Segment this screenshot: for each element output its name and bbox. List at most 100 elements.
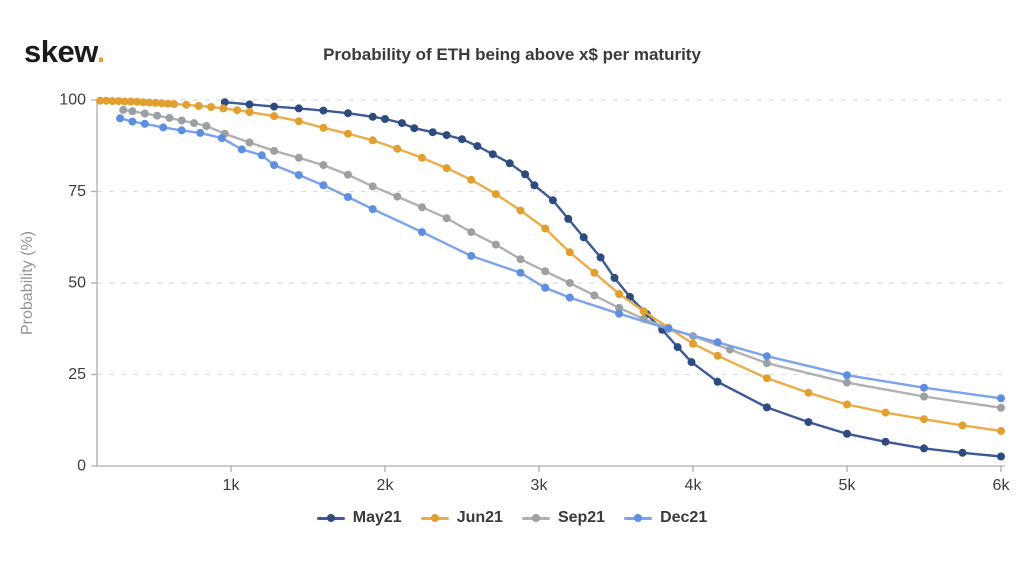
data-point-may21 bbox=[997, 452, 1005, 461]
data-point-jun21 bbox=[804, 388, 813, 397]
data-point-sep21 bbox=[615, 303, 624, 312]
data-point-sep21 bbox=[128, 107, 137, 116]
data-point-dec21 bbox=[159, 123, 168, 132]
y-tick-label: 100 bbox=[59, 92, 86, 109]
data-point-jun21 bbox=[114, 97, 123, 106]
data-point-dec21 bbox=[217, 134, 226, 143]
logo-text: skew bbox=[24, 34, 97, 69]
x-tick-label: 6k bbox=[993, 477, 1011, 494]
series-jun21 bbox=[96, 96, 1005, 435]
data-point-jun21 bbox=[762, 374, 771, 383]
data-point-sep21 bbox=[190, 119, 198, 128]
legend-label: Jun21 bbox=[456, 509, 503, 526]
series-lines bbox=[96, 96, 1005, 461]
data-point-dec21 bbox=[762, 352, 771, 361]
data-point-may21 bbox=[579, 233, 588, 242]
data-point-dec21 bbox=[997, 394, 1005, 403]
data-point-jun21 bbox=[139, 98, 148, 107]
data-point-dec21 bbox=[294, 171, 303, 179]
legend-marker-icon bbox=[521, 512, 550, 524]
data-point-may21 bbox=[920, 444, 928, 453]
data-point-may21 bbox=[596, 253, 605, 262]
data-point-dec21 bbox=[319, 181, 328, 190]
data-point-jun21 bbox=[157, 99, 166, 108]
data-point-dec21 bbox=[467, 251, 476, 260]
data-point-sep21 bbox=[442, 214, 451, 223]
data-point-may21 bbox=[294, 104, 303, 113]
legend-marker-icon bbox=[420, 512, 449, 524]
data-point-sep21 bbox=[541, 267, 550, 276]
data-point-may21 bbox=[804, 418, 813, 427]
data-point-dec21 bbox=[116, 114, 125, 123]
series-line-sep21 bbox=[122, 108, 1003, 409]
legend-label: Dec21 bbox=[660, 509, 708, 526]
data-point-sep21 bbox=[467, 228, 476, 237]
y-tick-label: 25 bbox=[68, 366, 86, 383]
series-line-dec21 bbox=[118, 117, 1003, 400]
data-point-jun21 bbox=[170, 100, 178, 108]
data-point-may21 bbox=[473, 142, 482, 151]
data-point-may21 bbox=[397, 119, 406, 128]
data-point-jun21 bbox=[344, 129, 352, 138]
data-point-dec21 bbox=[270, 161, 279, 170]
data-point-jun21 bbox=[126, 97, 135, 106]
logo-dot: . bbox=[96, 34, 106, 69]
data-point-jun21 bbox=[120, 97, 129, 106]
data-point-dec21 bbox=[140, 119, 149, 128]
data-point-dec21 bbox=[196, 128, 205, 137]
data-point-dec21 bbox=[418, 228, 426, 237]
data-point-sep21 bbox=[153, 111, 162, 120]
data-point-jun21 bbox=[294, 117, 303, 126]
data-point-jun21 bbox=[270, 112, 279, 121]
legend-item-sep21[interactable]: Sep21 bbox=[521, 509, 606, 527]
data-point-dec21 bbox=[843, 371, 851, 380]
data-point-sep21 bbox=[516, 255, 525, 264]
series-line-may21 bbox=[223, 101, 1003, 458]
data-point-sep21 bbox=[319, 161, 328, 170]
data-point-jun21 bbox=[881, 408, 890, 417]
data-point-jun21 bbox=[639, 307, 648, 316]
data-point-jun21 bbox=[319, 123, 328, 132]
x-tick-label: 3k bbox=[531, 477, 549, 494]
data-point-sep21 bbox=[270, 146, 279, 155]
data-point-sep21 bbox=[920, 392, 928, 401]
data-point-may21 bbox=[458, 135, 466, 144]
data-point-may21 bbox=[410, 124, 419, 133]
data-point-dec21 bbox=[541, 283, 550, 292]
legend-label: Sep21 bbox=[557, 509, 606, 526]
data-point-may21 bbox=[270, 102, 279, 111]
data-point-sep21 bbox=[245, 138, 254, 147]
data-point-jun21 bbox=[442, 164, 451, 173]
chart-legend: May21 Jun21 Sep21 Dec21 bbox=[0, 509, 1024, 527]
data-point-jun21 bbox=[516, 206, 525, 215]
data-point-jun21 bbox=[393, 144, 402, 153]
data-point-jun21 bbox=[133, 97, 142, 106]
data-point-jun21 bbox=[689, 339, 697, 348]
legend-label: May21 bbox=[352, 509, 402, 526]
data-point-sep21 bbox=[997, 403, 1005, 412]
series-line-jun21 bbox=[98, 99, 1003, 433]
data-point-dec21 bbox=[344, 193, 352, 201]
data-point-sep21 bbox=[565, 279, 574, 287]
legend-item-dec21[interactable]: Dec21 bbox=[624, 509, 707, 527]
data-point-may21 bbox=[488, 150, 497, 159]
x-tick-label: 1k bbox=[223, 477, 241, 494]
data-point-jun21 bbox=[713, 351, 722, 360]
data-point-may21 bbox=[687, 358, 696, 367]
data-point-jun21 bbox=[615, 290, 624, 298]
data-point-jun21 bbox=[163, 99, 172, 108]
data-point-sep21 bbox=[140, 109, 149, 118]
data-point-sep21 bbox=[762, 359, 771, 368]
legend-item-jun21[interactable]: Jun21 bbox=[420, 509, 503, 527]
data-point-jun21 bbox=[219, 104, 228, 113]
series-may21 bbox=[220, 98, 1005, 461]
data-point-jun21 bbox=[102, 96, 111, 105]
data-point-sep21 bbox=[202, 122, 211, 130]
legend-item-may21[interactable]: May21 bbox=[316, 509, 402, 527]
y-tick-label: 0 bbox=[77, 458, 86, 475]
data-point-dec21 bbox=[237, 145, 246, 154]
data-point-sep21 bbox=[418, 203, 426, 212]
x-tick-label: 4k bbox=[685, 477, 703, 494]
data-point-may21 bbox=[548, 196, 557, 205]
